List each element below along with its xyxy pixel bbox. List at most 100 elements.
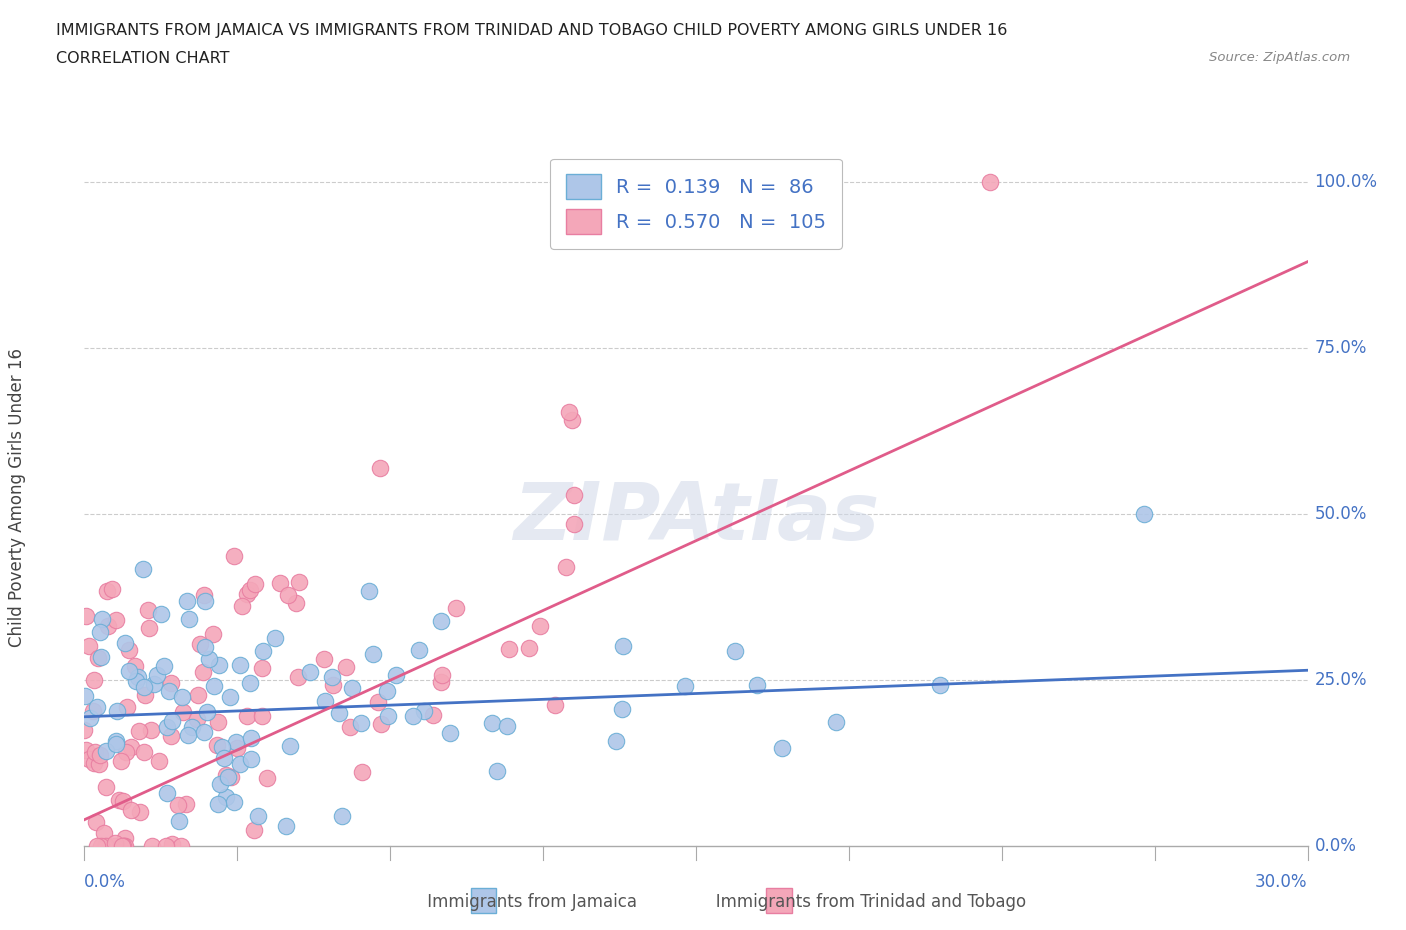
Point [202,679,225,694]
Point [422,707,444,722]
Point [430,614,453,629]
Point [90,839,112,854]
Point [105,703,128,718]
Point [321,678,343,693]
Point [156,719,179,734]
Point [91,611,114,626]
Point [141,839,163,854]
Point [160,836,183,851]
Point [496,719,519,734]
Point [328,706,350,721]
Point [979,175,1001,190]
Point [114,636,136,651]
Point [89,624,111,639]
Point [159,729,181,744]
Point [132,744,155,759]
Point [193,593,215,608]
Point [408,643,430,658]
Text: IMMIGRANTS FROM JAMAICA VS IMMIGRANTS FROM TRINIDAD AND TOBAGO CHILD POVERTY AMO: IMMIGRANTS FROM JAMAICA VS IMMIGRANTS FR… [56,23,1008,38]
Point [612,702,634,717]
Point [215,768,238,783]
Point [217,769,239,784]
Point [136,603,159,618]
Point [368,461,391,476]
Point [86,650,108,665]
Point [177,612,200,627]
Point [224,549,246,564]
Point [187,688,209,703]
Point [240,731,263,746]
Point [143,677,166,692]
Point [84,744,107,759]
Point [239,752,262,767]
Point [298,665,321,680]
Point [120,740,142,755]
Point [86,839,108,854]
Point [105,613,128,628]
Point [132,562,155,577]
Point [612,639,634,654]
Text: CORRELATION CHART: CORRELATION CHART [56,51,229,66]
Point [430,675,453,690]
Point [112,839,135,854]
Point [401,709,423,724]
Point [724,644,747,658]
Point [339,720,361,735]
Point [127,669,149,684]
Point [770,740,793,755]
Point [229,658,252,672]
Point [236,586,259,601]
Point [274,818,297,833]
Point [562,487,585,502]
Point [84,815,107,830]
Point [134,688,156,703]
Point [825,714,848,729]
Point [277,588,299,603]
Point [202,627,225,642]
Point [229,756,252,771]
Point [198,651,221,666]
Point [207,715,229,730]
Point [236,709,259,724]
Legend: R =  0.139   N =  86, R =  0.570   N =  105: R = 0.139 N = 86, R = 0.570 N = 105 [550,158,842,249]
Point [529,619,551,634]
Point [193,588,215,603]
Point [174,796,197,811]
Point [111,839,134,854]
Point [75,742,97,757]
Text: Source: ZipAtlas.com: Source: ZipAtlas.com [1209,51,1350,64]
Point [243,577,266,591]
Point [101,581,124,596]
Point [146,667,169,682]
Point [444,600,467,615]
Point [125,673,148,688]
Point [191,664,214,679]
Point [112,839,135,854]
Point [110,753,132,768]
Point [79,711,101,725]
Point [118,643,141,658]
Point [225,741,247,756]
Point [186,711,208,726]
Point [207,797,229,812]
Point [252,644,274,658]
Point [219,770,242,785]
Point [128,724,150,738]
Text: ZIPAtlas: ZIPAtlas [513,480,879,557]
Point [153,658,176,673]
Text: 0.0%: 0.0% [1315,837,1357,856]
Text: 0.0%: 0.0% [84,873,127,891]
Point [177,728,200,743]
Point [94,779,117,794]
Text: 30.0%: 30.0% [1256,873,1308,891]
Point [118,664,141,679]
Point [176,593,198,608]
Point [193,640,215,655]
Point [139,723,162,737]
Point [239,675,262,690]
Point [673,678,696,693]
Point [359,583,381,598]
Point [745,677,768,692]
Point [340,680,363,695]
Point [498,642,520,657]
